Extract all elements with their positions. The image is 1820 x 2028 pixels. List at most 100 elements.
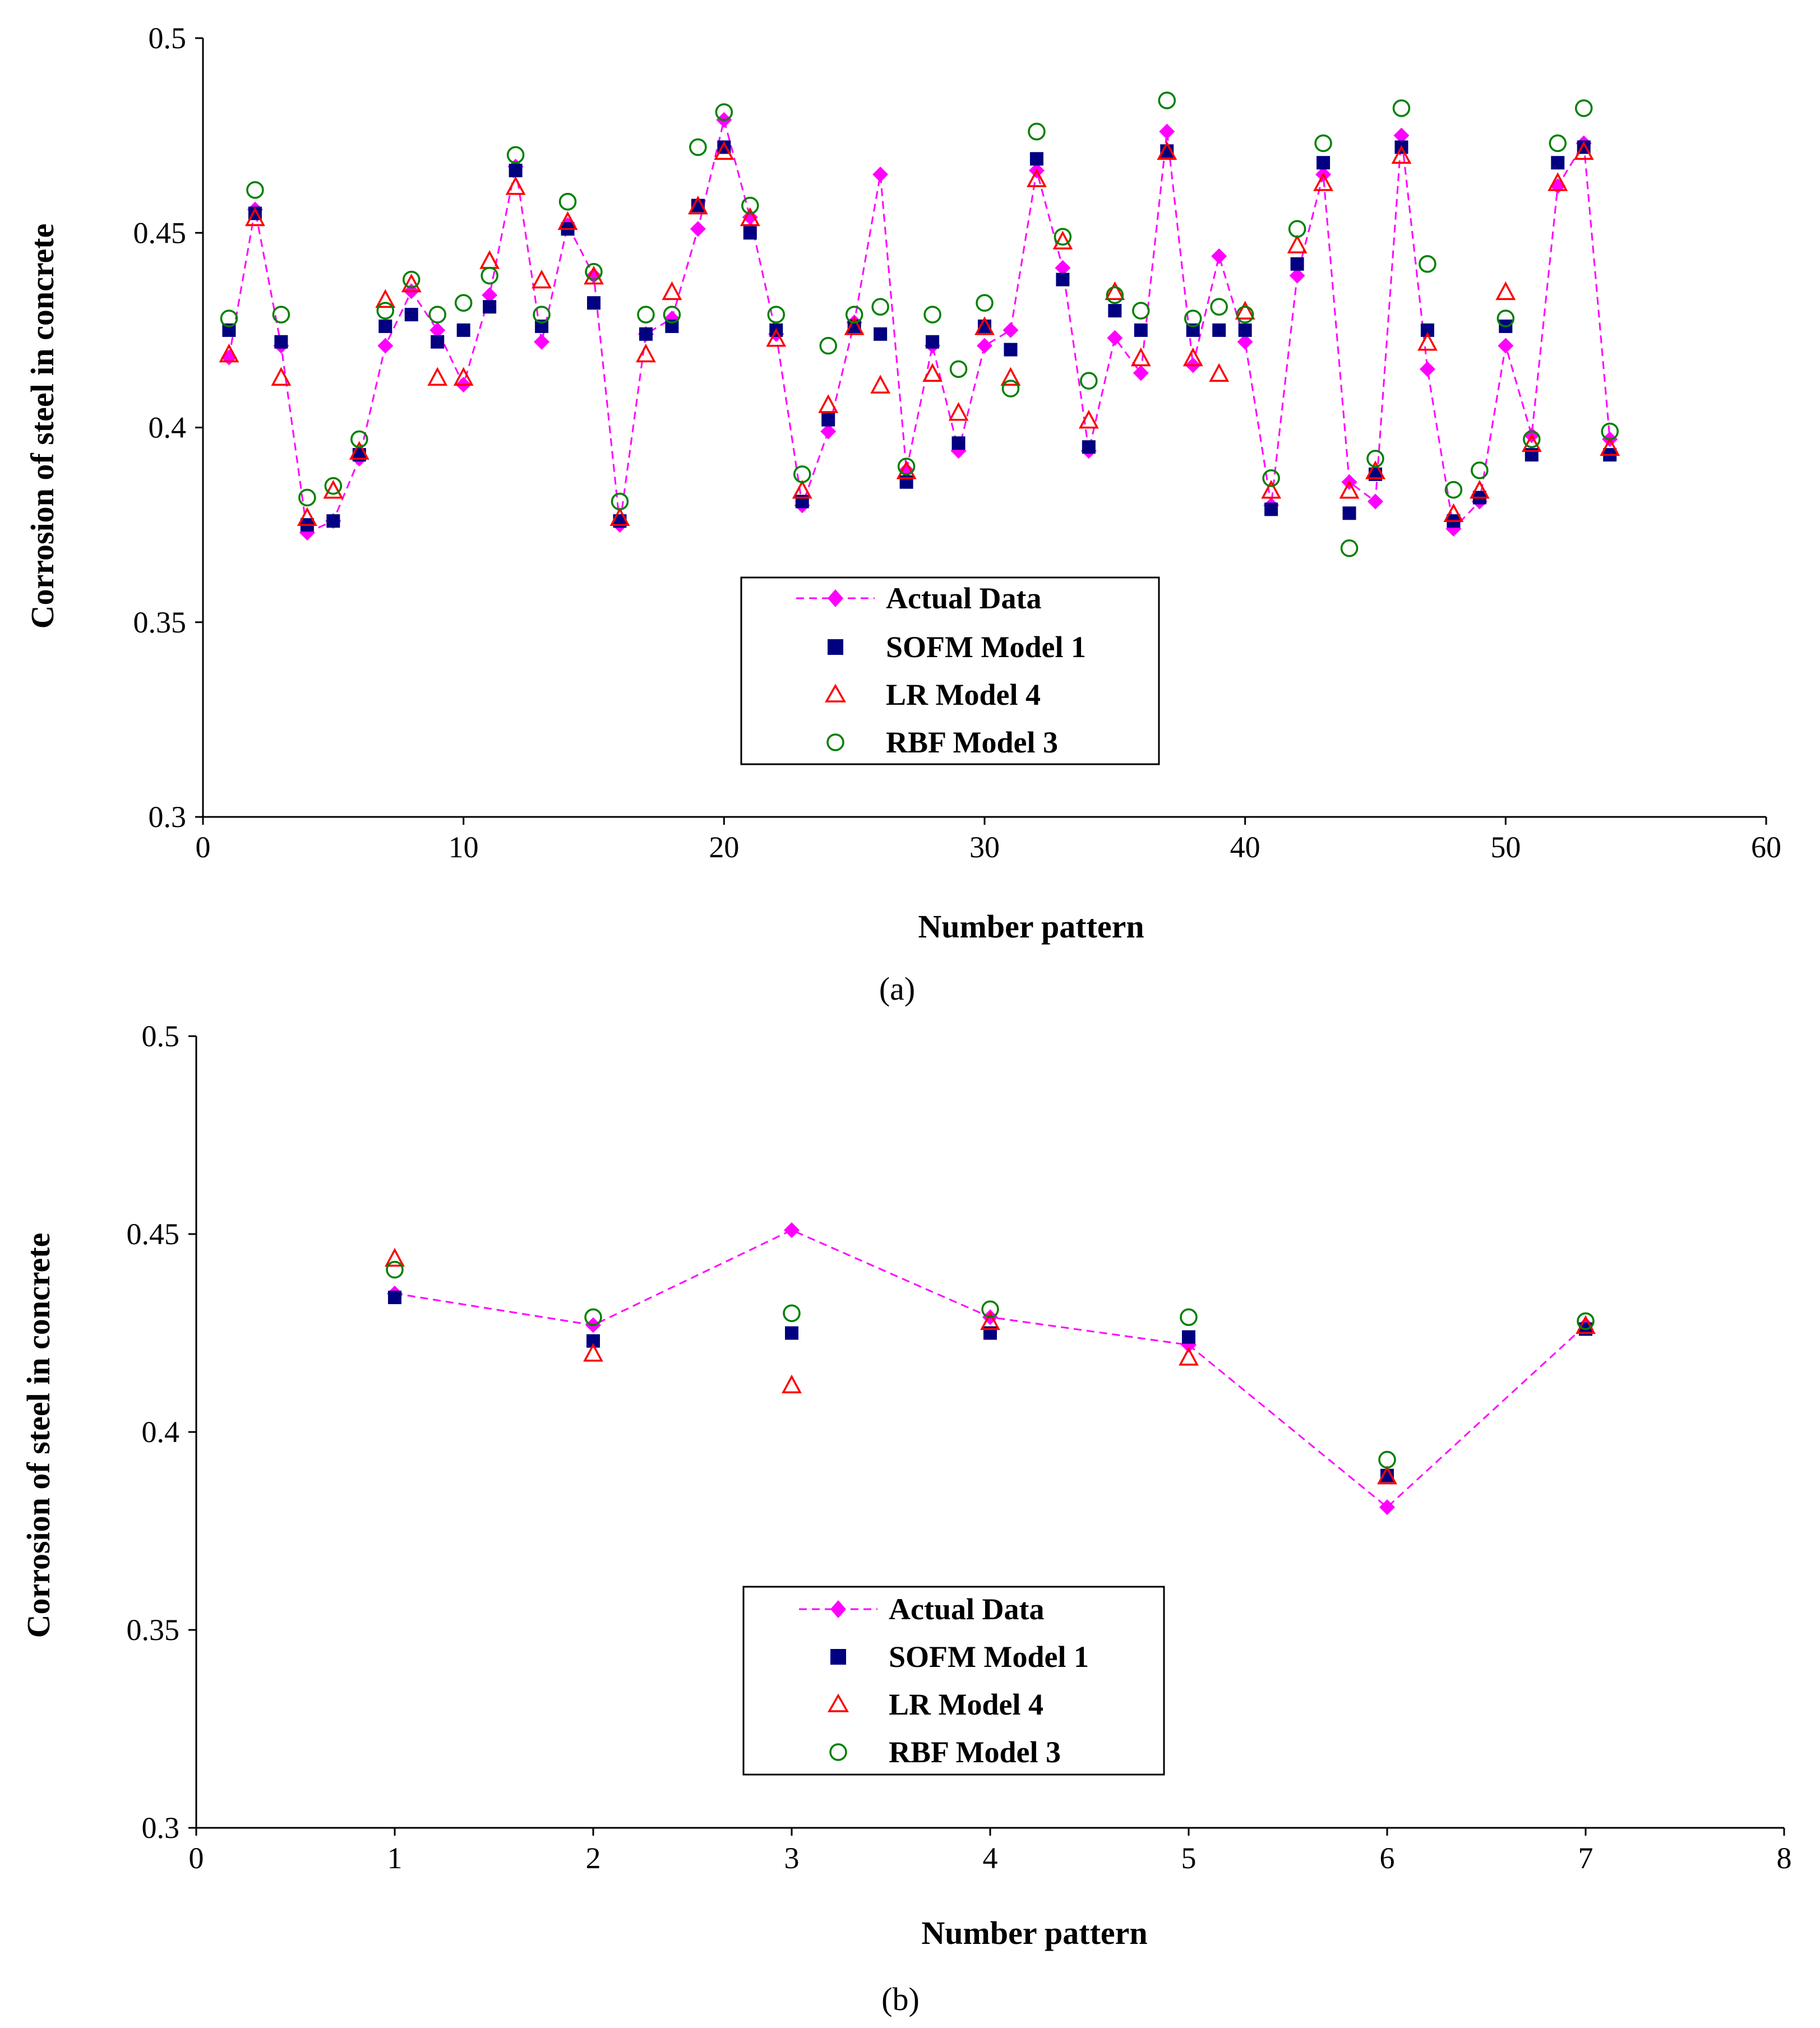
- point-lr: [1365, 460, 1385, 479]
- point-lr: [1443, 503, 1464, 523]
- point-sofm: [1134, 323, 1148, 337]
- point-rbf: [1392, 99, 1411, 117]
- point-rbf: [386, 1260, 404, 1279]
- point-rbf: [1054, 228, 1072, 246]
- y-tick-label: 0.3: [142, 1811, 180, 1845]
- point-lr: [974, 316, 995, 335]
- point-rbf: [1366, 450, 1384, 468]
- point-lr: [740, 207, 760, 227]
- point-lr: [1235, 301, 1255, 320]
- point-sofm: [1056, 272, 1070, 287]
- legend-b: Actual Data SOFM Model 1 LR Model 4 RBF …: [742, 1586, 1165, 1776]
- plot-area-a: 0.3 0.35 0.4 0.45 0.5 0 10 20 30 40 50 60: [133, 21, 1782, 864]
- point-lr: [1130, 347, 1151, 367]
- point-rbf: [1106, 286, 1124, 304]
- point-actual: [1419, 361, 1435, 377]
- point-actual: [482, 287, 498, 303]
- point-lr: [1261, 479, 1282, 499]
- point-actual: [1237, 334, 1253, 350]
- point-rbf: [1419, 255, 1436, 273]
- point-lr: [766, 328, 787, 347]
- point-lr: [782, 1374, 802, 1394]
- point-rbf: [741, 196, 759, 215]
- point-rbf: [1028, 122, 1046, 141]
- legend-box: [742, 1586, 1165, 1776]
- x-tick-label: 30: [969, 830, 1000, 864]
- legend-label-lr: LR Model 4: [886, 678, 1041, 712]
- point-rbf: [246, 181, 264, 199]
- point-rbf: [871, 298, 889, 316]
- point-sofm: [1108, 304, 1122, 318]
- point-sofm: [388, 1290, 401, 1304]
- point-rbf: [663, 306, 681, 324]
- point-lr: [505, 176, 526, 195]
- point-sofm: [509, 164, 523, 178]
- point-rbf: [1001, 380, 1020, 398]
- x-tick-label: 60: [1751, 830, 1781, 864]
- point-rbf: [481, 266, 498, 285]
- y-tick-label: 0.45: [127, 1217, 180, 1251]
- point-sofm: [1290, 257, 1304, 271]
- legend-label-sofm: SOFM Model 1: [889, 1640, 1089, 1674]
- point-rbf: [1549, 134, 1567, 153]
- x-axis-title: Number pattern: [921, 1915, 1147, 1951]
- point-lr: [1287, 234, 1308, 253]
- point-lr: [557, 211, 578, 230]
- panel-label-b: (b): [881, 1981, 920, 2017]
- y-tick-label: 0.4: [142, 1415, 180, 1449]
- legend-marker-sofm: [830, 1649, 846, 1665]
- point-actual: [1055, 260, 1071, 276]
- point-rbf: [220, 309, 238, 327]
- point-lr: [818, 394, 839, 413]
- legend-marker-sofm: [828, 639, 843, 655]
- point-lr: [1209, 363, 1230, 382]
- point-lr: [844, 316, 865, 335]
- point-lr: [1521, 433, 1542, 452]
- point-lr: [922, 363, 943, 382]
- point-lr: [1052, 230, 1073, 250]
- point-actual: [1107, 330, 1123, 346]
- point-sofm: [326, 514, 340, 528]
- point-rbf: [1444, 481, 1463, 499]
- point-sofm: [274, 335, 288, 349]
- x-tick-label: 2: [586, 1841, 601, 1875]
- point-rbf: [1378, 1450, 1396, 1469]
- point-rbf: [611, 492, 629, 511]
- point-rbf: [783, 1304, 801, 1322]
- point-lr: [792, 479, 812, 499]
- point-lr: [1078, 409, 1099, 429]
- point-actual: [1393, 127, 1410, 144]
- point-sofm: [1029, 152, 1043, 166]
- x-tick-label: 3: [784, 1841, 800, 1875]
- point-rbf: [715, 103, 733, 121]
- y-tick-label: 0.4: [149, 411, 187, 445]
- x-tick-label: 0: [196, 830, 211, 864]
- chart-panel-a: 0.3 0.35 0.4 0.45 0.5 0 10 20 30 40 50 60 Corrosion…: [24, 21, 1781, 1007]
- point-actual: [586, 267, 602, 284]
- point-sofm: [1317, 156, 1331, 170]
- legend-label-rbf: RBF Model 3: [889, 1735, 1061, 1769]
- legend-box: [740, 576, 1160, 765]
- point-sofm: [1182, 1330, 1195, 1344]
- point-rbf: [272, 306, 290, 324]
- point-lr: [1313, 172, 1333, 191]
- x-tick-label: 20: [709, 830, 739, 864]
- point-rbf: [637, 306, 655, 324]
- point-lr: [401, 273, 422, 293]
- x-tick-label: 5: [1181, 1841, 1197, 1875]
- point-rbf: [767, 306, 786, 324]
- panel-label-a: (a): [879, 971, 915, 1007]
- point-lr: [532, 269, 552, 289]
- point-rbf: [1577, 1312, 1595, 1331]
- point-actual: [1211, 248, 1227, 264]
- point-lr: [1105, 281, 1125, 301]
- point-rbf: [1184, 309, 1202, 327]
- point-sofm: [1264, 502, 1278, 516]
- point-sofm: [874, 327, 888, 341]
- point-lr: [271, 367, 292, 386]
- point-sofm: [1342, 506, 1356, 520]
- point-lr: [636, 343, 656, 363]
- x-tick-label: 0: [189, 1841, 204, 1875]
- point-rbf: [454, 294, 473, 312]
